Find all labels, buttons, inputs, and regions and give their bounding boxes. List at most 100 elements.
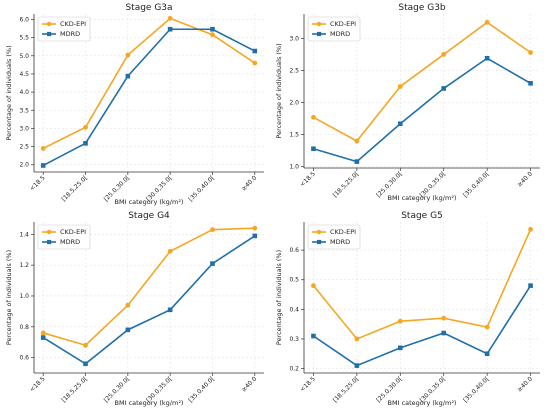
data-point: [397, 121, 403, 127]
data-point: [484, 19, 490, 25]
chart-title: Stage G5: [401, 211, 443, 221]
legend-label: MDRD: [330, 30, 350, 38]
x-axis-label: BMI category (kg/m²): [388, 399, 457, 407]
y-tick-label: 0.4: [289, 306, 299, 313]
legend-label: MDRD: [60, 238, 80, 246]
y-tick-label: 3.5: [19, 107, 29, 114]
y-tick-label: 1.0: [19, 293, 29, 300]
data-point: [252, 225, 258, 231]
y-tick-label: 1.2: [19, 262, 29, 269]
data-point: [528, 227, 533, 232]
x-axis-label: BMI category (kg/m²): [115, 198, 184, 206]
data-point: [83, 124, 88, 130]
data-point: [354, 159, 360, 164]
data-point: [252, 233, 258, 239]
y-tick-label: 1.5: [289, 132, 299, 139]
data-point: [441, 330, 447, 336]
data-point: [167, 26, 173, 32]
legend-marker: [46, 229, 52, 235]
chart-title: Stage G3b: [398, 3, 446, 13]
data-point: [311, 333, 316, 339]
x-tick-label: [18.5,25.0[: [60, 375, 89, 404]
y-tick-label: 6.0: [19, 16, 29, 23]
chart-title: Stage G4: [128, 211, 170, 221]
data-point: [210, 26, 215, 32]
data-point: [397, 345, 403, 351]
data-point: [528, 283, 533, 288]
data-point: [441, 315, 447, 321]
x-tick-label: ≥40.0: [516, 375, 534, 393]
x-tick-label: ≥40.0: [240, 174, 258, 192]
y-tick-label: 2.5: [19, 144, 29, 151]
y-tick-label: 5.0: [19, 53, 29, 60]
data-point: [311, 146, 316, 152]
data-point: [125, 327, 131, 333]
legend-marker: [46, 21, 52, 27]
x-tick-label: [18.5,25.0[: [332, 375, 361, 404]
legend-marker: [317, 31, 322, 37]
data-point: [311, 114, 316, 120]
panel-1: 2.0 2.5 3.0 3.5 4.0 4.5 5.0 5.5 6.0 <18.5 [18.5,25…: [5, 3, 264, 206]
legend-label: CKD-EPI: [330, 20, 356, 28]
x-tick-label: ≥40.0: [516, 170, 534, 188]
legend-label: MDRD: [60, 30, 80, 38]
data-point: [210, 261, 215, 266]
legend-label: CKD-EPI: [60, 228, 86, 236]
panel-4: 0.20.30.40.50.6<18.5 [18.5,25.0[[25.0,30.…: [275, 211, 540, 407]
data-point: [528, 81, 533, 86]
series-line-mdrd: [42, 235, 256, 365]
panel-3: 0.60.81.01.21.4<18.5 [18.5,25.0[[25.0,30.…: [5, 211, 264, 407]
legend-marker: [317, 239, 322, 245]
data-point: [210, 32, 215, 38]
x-tick-label: <18.5: [29, 375, 47, 393]
series-line-ckd-epi: [42, 227, 255, 347]
x-tick-label: [35.0,40.0[: [187, 174, 216, 203]
x-tick-label: [18.5,25.0[: [60, 174, 89, 203]
data-point: [354, 336, 360, 342]
data-point: [125, 52, 131, 58]
y-tick-label: 0.6: [289, 247, 299, 254]
data-point: [484, 351, 490, 357]
y-tick-label: 0.2: [289, 366, 299, 373]
legend-marker: [47, 31, 52, 37]
x-tick-label: <18.5: [299, 375, 317, 393]
series-line-mdrd: [312, 285, 532, 367]
y-tick-label: 1.4: [19, 231, 29, 238]
series-line-mdrd: [42, 28, 256, 167]
data-point: [397, 84, 403, 89]
legend-marker: [316, 229, 322, 235]
data-point: [484, 55, 490, 61]
data-point: [83, 342, 88, 348]
y-axis-label: Percentage of individuals (%): [5, 250, 13, 345]
data-point: [40, 145, 46, 151]
data-point: [210, 227, 215, 233]
data-point: [311, 283, 316, 289]
y-tick-label: 3.0: [289, 35, 299, 42]
data-point: [125, 73, 131, 79]
data-point: [40, 330, 46, 336]
y-tick-label: 0.5: [289, 277, 299, 284]
legend-label: CKD-EPI: [330, 228, 356, 236]
x-axis-label: BMI category (kg/m²): [115, 399, 184, 407]
y-axis-label: Percentage of individuals (%): [275, 43, 283, 138]
x-tick-label: <18.5: [299, 170, 317, 188]
data-point: [167, 15, 173, 21]
x-tick-label: [35.0,40.0[: [462, 375, 491, 404]
series-line-mdrd: [313, 57, 531, 163]
y-tick-label: 2.0: [289, 100, 299, 107]
x-tick-label: ≥40.0: [240, 375, 258, 393]
data-point: [83, 361, 88, 367]
data-point: [125, 302, 131, 308]
data-point: [252, 48, 258, 54]
y-tick-label: 0.3: [289, 336, 299, 343]
legend-label: CKD-EPI: [60, 20, 86, 28]
series-line-ckd-epi: [42, 17, 256, 150]
data-point: [397, 318, 403, 324]
y-tick-label: 2.0: [19, 162, 29, 169]
data-point: [167, 248, 173, 254]
data-point: [441, 86, 447, 91]
data-point: [40, 163, 46, 168]
data-point: [252, 60, 258, 66]
x-tick-label: [18.5,25.0[: [332, 170, 361, 199]
